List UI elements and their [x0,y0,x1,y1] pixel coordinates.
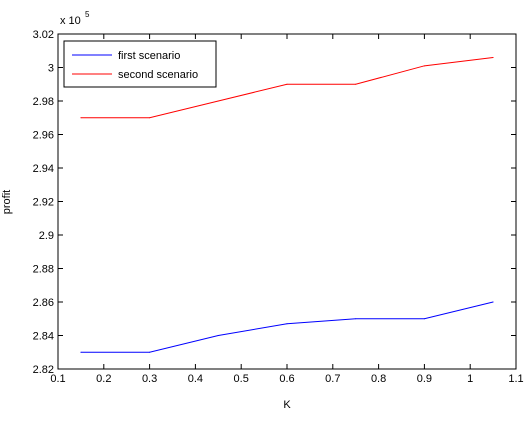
data-point-second-scenario [80,117,82,119]
y-tick-label: 2.86 [33,297,54,309]
data-point-second-scenario [492,56,494,58]
y-tick-label: 2.9 [39,230,54,242]
data-point-second-scenario [355,83,357,85]
data-point-first-scenario [149,351,151,353]
data-point-second-scenario [217,100,219,102]
data-point-first-scenario [355,318,357,320]
x-tick-label: 0.1 [50,373,65,385]
data-point-first-scenario [286,323,288,325]
y-tick-label: 2.96 [33,130,54,142]
x-tick-label: 0.8 [371,373,386,385]
legend-box [63,40,217,88]
x-tick-label: 0.4 [188,373,203,385]
y-tick-label: 2.92 [33,197,54,209]
plot-background [58,34,516,369]
exponent-base: x 10 [60,15,81,27]
y-tick-label: 2.82 [33,364,54,376]
x-tick-label: 1.1 [508,373,523,385]
data-point-second-scenario [286,83,288,85]
x-tick-label: 0.9 [417,373,432,385]
y-tick-label: 3.02 [33,29,54,41]
x-tick-label: 0.7 [325,373,340,385]
y-tick-label: 2.88 [33,264,54,276]
x-tick-label: 0.6 [279,373,294,385]
x-tick-label: 0.3 [142,373,157,385]
plot-area [58,34,516,369]
series-layer [80,56,494,353]
data-point-first-scenario [423,318,425,320]
legend-label-second-scenario: second scenario [118,69,198,81]
data-point-first-scenario [217,335,219,336]
y-tick-label: 2.84 [33,331,54,343]
data-point-second-scenario [149,117,151,119]
y-tick-layer: 2.82 2.84 2.86 2.88 2.9 2.92 2.94 2.96 2.98 3 3.02 [33,29,516,376]
legend-label-first-scenario: first scenario [118,50,180,62]
y-tick-label: 2.98 [33,96,54,108]
legend: first scenario second scenario [63,40,217,88]
y-tick-label: 2.94 [33,163,54,175]
exponent-power: 5 [85,10,90,19]
data-point-first-scenario [492,301,494,303]
x-axis-label: K [283,399,291,411]
exponent-label: x 10 5 [60,10,90,27]
x-tick-label: 0.5 [234,373,249,385]
x-tick-label: 1 [467,373,473,385]
y-tick-label: 3 [48,63,54,75]
x-tick-layer: 0.1 0.2 0.3 0.4 0.5 0.6 0.7 0.8 0.9 1 1.1 [50,34,524,385]
y-axis-label: profit [1,190,13,214]
data-point-first-scenario [80,351,82,353]
x-tick-label: 0.2 [96,373,111,385]
data-point-second-scenario [423,65,425,67]
